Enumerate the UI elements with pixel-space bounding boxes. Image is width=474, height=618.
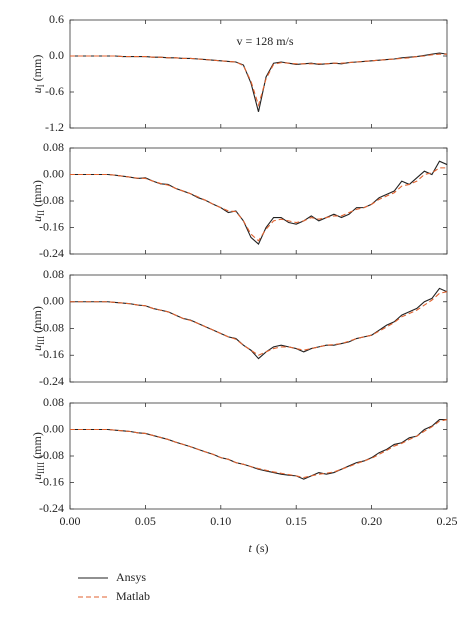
y-label-subscript: IIII xyxy=(36,462,46,474)
x-label-symbol: t xyxy=(248,541,252,555)
x-tick-label: 0.00 xyxy=(60,514,81,528)
y-tick-label: -0.24 xyxy=(39,374,64,388)
y-label-subscript: I xyxy=(36,84,46,87)
plot-frame xyxy=(69,274,448,383)
series-line xyxy=(70,167,447,242)
y-tick-label: -0.24 xyxy=(39,501,64,515)
y-label-unit: (mm) xyxy=(30,432,44,459)
y-tick-label: 0.08 xyxy=(43,140,64,154)
x-tick-label: 0.20 xyxy=(361,514,382,528)
plot-frame xyxy=(69,19,448,129)
y-tick-label: 0.00 xyxy=(43,421,64,435)
y-tick-label: 0.00 xyxy=(43,166,64,180)
legend-label: Matlab xyxy=(116,589,150,603)
y-tick-label: -0.16 xyxy=(39,474,64,488)
plot-frame xyxy=(69,402,448,510)
series-line xyxy=(70,160,448,245)
y-tick-label: 0.08 xyxy=(43,395,64,409)
y-tick-label: -0.08 xyxy=(39,448,64,462)
y-label-symbol: u xyxy=(30,345,44,351)
y-axis-label: uII (mm) xyxy=(30,180,46,222)
y-label-unit: (mm) xyxy=(30,306,44,333)
legend-label: Ansys xyxy=(116,570,146,584)
x-tick-label: 0.05 xyxy=(135,514,156,528)
x-label-unit: (s) xyxy=(256,541,269,555)
y-axis-label: uIII (mm) xyxy=(30,306,46,351)
y-tick-label: -0.6 xyxy=(45,84,64,98)
series-line xyxy=(70,419,447,480)
series-line xyxy=(70,291,448,356)
annotation: v = 128 m/s xyxy=(236,34,293,48)
y-tick-label: -0.16 xyxy=(39,219,64,233)
y-label-subscript: II xyxy=(36,210,46,216)
y-tick-label: -0.16 xyxy=(39,347,64,361)
series-line xyxy=(70,52,448,112)
y-tick-label: -0.24 xyxy=(39,246,64,260)
x-tick-label: 0.15 xyxy=(286,514,307,528)
y-tick-label: 0.0 xyxy=(49,48,64,62)
series-line xyxy=(70,419,448,479)
y-tick-label: 0.00 xyxy=(43,294,64,308)
x-axis-label: t (s) xyxy=(248,541,268,555)
x-tick-label: 0.25 xyxy=(437,514,458,528)
y-label-unit: (mm) xyxy=(30,55,44,82)
y-label-symbol: u xyxy=(30,216,44,222)
y-label-symbol: u xyxy=(30,474,44,480)
y-label-symbol: u xyxy=(30,87,44,93)
y-tick-label: -1.2 xyxy=(45,120,64,134)
x-tick-label: 0.10 xyxy=(210,514,231,528)
y-tick-label: -0.08 xyxy=(39,320,64,334)
series-line xyxy=(70,287,448,360)
y-tick-label: 0.6 xyxy=(49,12,64,26)
plot-frame xyxy=(69,147,448,255)
y-tick-label: -0.08 xyxy=(39,193,64,207)
y-label-unit: (mm) xyxy=(30,180,44,207)
y-axis-label: uI (mm) xyxy=(30,55,46,94)
y-axis-label: uIIII (mm) xyxy=(30,432,46,480)
y-tick-label: 0.08 xyxy=(43,267,64,281)
series-line xyxy=(70,53,447,108)
y-label-subscript: III xyxy=(36,336,46,345)
